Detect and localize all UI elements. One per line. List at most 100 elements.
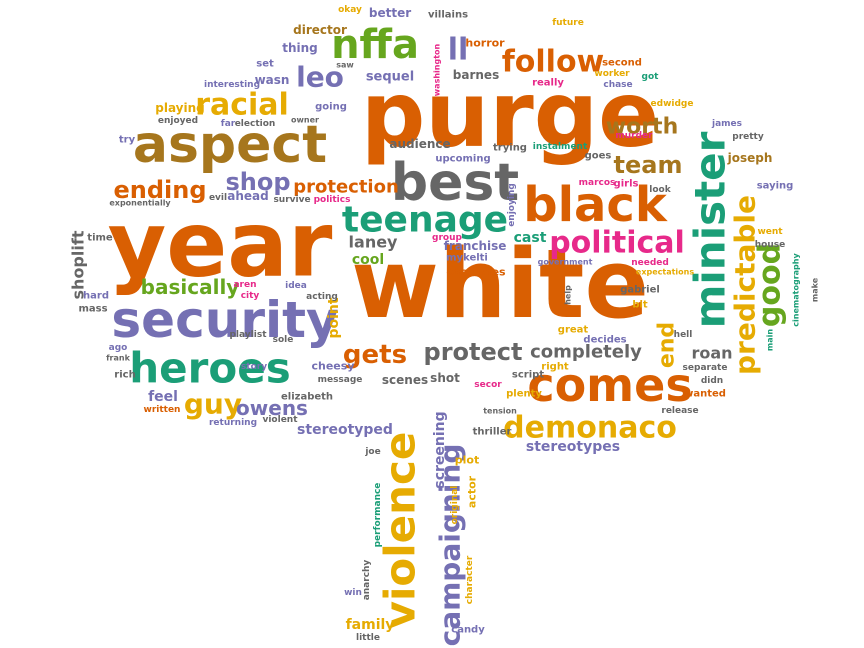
word: returning xyxy=(209,418,257,428)
word: going xyxy=(315,102,347,113)
word: ago xyxy=(109,343,128,353)
word: character xyxy=(465,555,475,604)
word: make xyxy=(811,277,820,302)
word: team xyxy=(614,151,683,179)
word: right xyxy=(541,362,569,373)
word: sequel xyxy=(366,70,414,85)
word: best xyxy=(391,153,519,213)
word: leo xyxy=(296,61,344,94)
word: elizabeth xyxy=(281,392,333,403)
word: stereotypes xyxy=(526,439,620,455)
word: instalment xyxy=(533,142,588,152)
word: shoplift xyxy=(69,230,88,299)
word: minister xyxy=(686,131,735,328)
word: decides xyxy=(583,335,626,346)
word: completely xyxy=(530,342,642,363)
word: message xyxy=(318,375,363,385)
word: city xyxy=(241,291,260,301)
word: joe xyxy=(364,447,380,457)
word: pretty xyxy=(732,132,764,142)
word: family xyxy=(346,617,395,633)
word: expectations xyxy=(636,268,694,277)
word: idea xyxy=(285,281,307,291)
word: secor xyxy=(474,380,502,390)
word: try xyxy=(119,135,136,146)
word: year xyxy=(108,193,333,298)
word: exponentially xyxy=(109,199,171,208)
word: james xyxy=(711,119,742,129)
word: acting xyxy=(306,292,338,302)
word: girls xyxy=(614,179,639,190)
word: wasn xyxy=(255,73,290,87)
word: cool xyxy=(352,252,384,268)
word: political xyxy=(549,226,685,261)
word: trying xyxy=(493,143,527,154)
word: government xyxy=(538,258,593,267)
word: follow xyxy=(502,45,605,80)
word: written xyxy=(144,405,181,415)
word: owens xyxy=(236,396,308,420)
word: time xyxy=(87,233,113,244)
word: went xyxy=(757,227,783,237)
word: mass xyxy=(78,304,107,315)
word: washington xyxy=(433,43,442,96)
word: good xyxy=(753,243,788,327)
word: black xyxy=(523,177,668,233)
word: ahead xyxy=(227,189,268,203)
word: protect xyxy=(424,338,523,366)
word: script xyxy=(512,370,544,381)
word: bit xyxy=(632,300,648,311)
word: screening xyxy=(432,411,448,488)
word: group xyxy=(432,233,462,243)
word: hard xyxy=(83,291,109,302)
word: audience xyxy=(389,137,450,151)
word: director xyxy=(293,23,347,37)
word: survive xyxy=(273,195,310,205)
word: teenage xyxy=(342,200,508,241)
word: enjoyed xyxy=(158,116,198,126)
word: help xyxy=(564,285,573,305)
word: didn xyxy=(701,376,723,386)
word: cheesy xyxy=(312,360,355,373)
word: main xyxy=(766,329,775,351)
word: wanted xyxy=(684,389,726,400)
word: evil xyxy=(209,193,227,203)
word: roan xyxy=(691,344,732,363)
word: saying xyxy=(757,181,794,192)
word: violent xyxy=(262,415,298,425)
word: actor xyxy=(466,475,479,508)
word: playing xyxy=(155,101,205,115)
word: guy xyxy=(184,388,242,421)
word: enjoying xyxy=(507,183,517,227)
word: violence xyxy=(376,432,425,629)
word: saw xyxy=(336,61,354,70)
word: upcoming xyxy=(435,154,490,165)
word: barnes xyxy=(453,68,499,82)
word: rich xyxy=(114,370,135,381)
word: tension xyxy=(483,407,517,416)
word: aren xyxy=(233,280,256,290)
word: racial xyxy=(195,88,289,123)
word: story xyxy=(241,362,267,372)
word: marcos xyxy=(579,178,616,188)
word: frank xyxy=(106,354,131,363)
word: separate xyxy=(683,363,728,373)
word: predictable xyxy=(729,195,762,375)
word: cast xyxy=(514,230,547,246)
word: better xyxy=(369,6,411,20)
word: win xyxy=(344,588,362,598)
word: really xyxy=(532,78,564,89)
word: playlist xyxy=(229,330,267,340)
word: original xyxy=(450,486,460,525)
word: worker xyxy=(594,69,630,79)
word: edwidge xyxy=(651,99,694,109)
word: gabriel xyxy=(620,285,660,296)
word: set xyxy=(256,59,274,70)
word: scenes xyxy=(382,373,428,387)
word: plot xyxy=(455,454,479,467)
word: gets xyxy=(343,340,407,370)
word: joseph xyxy=(727,151,773,165)
word: basically xyxy=(141,275,240,299)
word: costumes xyxy=(446,266,506,279)
word: election xyxy=(235,119,276,129)
